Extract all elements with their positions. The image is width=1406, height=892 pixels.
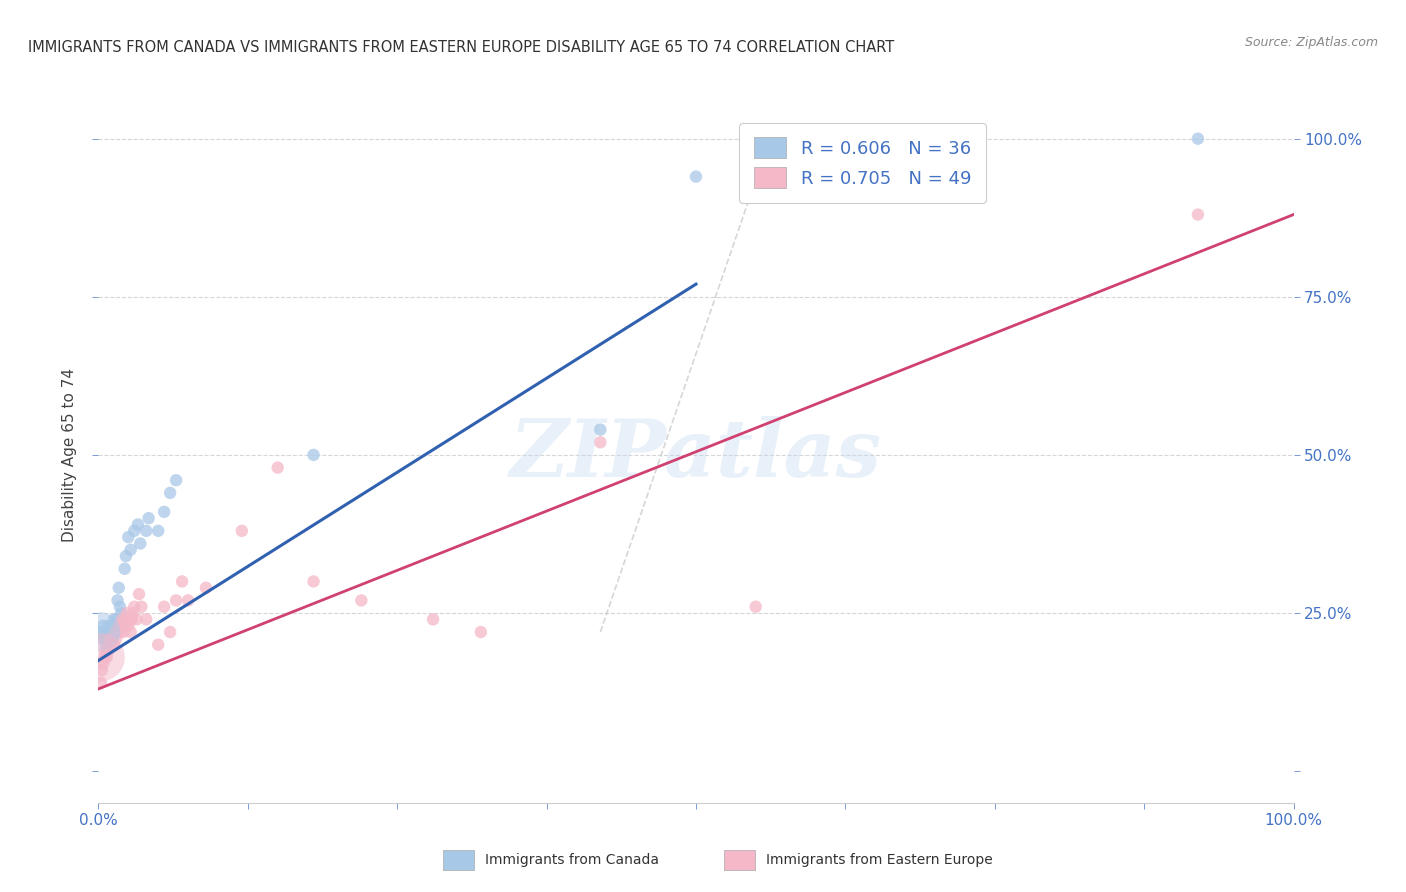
Point [153,599,176,614]
Point [94,632,117,646]
Text: ZIPatlas: ZIPatlas [510,417,882,493]
Point [124,599,146,614]
Point [91,663,114,677]
Point [131,599,153,614]
Point [1187,208,1209,222]
Point [98,632,122,646]
Y-axis label: Disability Age 65 to 74: Disability Age 65 to 74 [62,368,77,542]
Point [96,650,118,665]
Point [159,625,181,640]
Point [148,524,170,538]
Point [148,638,170,652]
Point [120,625,142,640]
Point [104,625,127,640]
Point [117,530,139,544]
Point [100,625,122,640]
Point [90,675,112,690]
Point [124,524,146,538]
Point [120,542,142,557]
Point [114,618,136,632]
Text: Immigrants from Eastern Europe: Immigrants from Eastern Europe [766,853,993,867]
Point [165,473,187,487]
Point [97,644,120,658]
Point [97,625,120,640]
Point [350,593,373,607]
Point [98,632,122,646]
Point [121,612,143,626]
Point [98,638,121,652]
Point [91,657,114,671]
Point [91,618,114,632]
Point [107,618,129,632]
Point [115,606,138,620]
Point [90,625,112,640]
Point [101,618,124,632]
Point [105,612,128,626]
Point [135,524,157,538]
Point [115,612,138,626]
Point [195,581,218,595]
Point [90,625,112,640]
Point [108,625,131,640]
Point [114,562,136,576]
Point [135,612,157,626]
Point [107,581,129,595]
Point [685,169,707,184]
Point [125,612,148,626]
Point [138,511,160,525]
Text: Source: ZipAtlas.com: Source: ZipAtlas.com [1244,36,1378,49]
Point [153,505,176,519]
Point [101,632,124,646]
Point [90,650,112,665]
Point [107,593,129,607]
Point [108,599,131,614]
Point [104,625,127,640]
Point [302,574,325,589]
Point [589,423,612,437]
Point [98,618,121,632]
Point [422,612,444,626]
Point [231,524,253,538]
Text: Immigrants from Canada: Immigrants from Canada [485,853,659,867]
Point [112,625,135,640]
Point [1187,131,1209,145]
Point [115,549,138,563]
Point [107,625,129,640]
Point [267,460,290,475]
Point [177,593,200,607]
Point [172,574,194,589]
Point [470,625,492,640]
Point [93,625,115,640]
Point [110,606,132,620]
Point [159,486,181,500]
Point [165,593,187,607]
Point [118,612,141,626]
Point [111,618,134,632]
Point [96,638,118,652]
Point [129,536,152,550]
Point [122,606,145,620]
Point [110,618,132,632]
Point [100,638,122,652]
Point [103,612,125,626]
Point [93,650,115,665]
Point [589,435,612,450]
Point [117,618,139,632]
Point [111,612,134,626]
Legend: R = 0.606   N = 36, R = 0.705   N = 49: R = 0.606 N = 36, R = 0.705 N = 49 [740,123,986,202]
Point [745,599,768,614]
Point [91,632,114,646]
Point [127,517,149,532]
Point [94,644,117,658]
Text: IMMIGRANTS FROM CANADA VS IMMIGRANTS FROM EASTERN EUROPE DISABILITY AGE 65 TO 74: IMMIGRANTS FROM CANADA VS IMMIGRANTS FRO… [28,40,894,55]
Point [128,587,150,601]
Point [302,448,325,462]
Point [105,632,128,646]
Point [103,638,125,652]
